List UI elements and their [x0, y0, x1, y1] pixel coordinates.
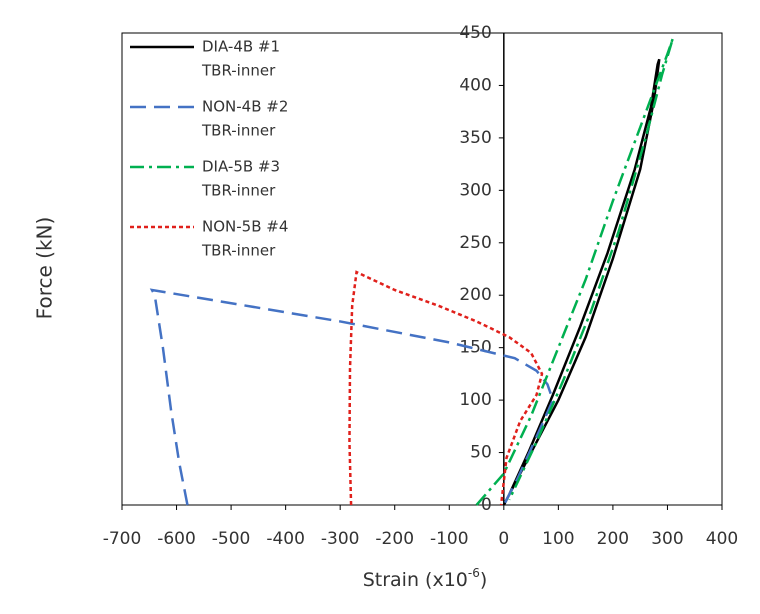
y-tick-label: 350 — [459, 128, 491, 148]
x-tick-label: -100 — [430, 529, 469, 549]
x-tick-label: -700 — [103, 529, 142, 549]
legend-sublabel: TBR-inner — [201, 62, 276, 80]
y-tick-label: 300 — [459, 180, 491, 200]
x-tick-label: 400 — [706, 529, 738, 549]
x-axis-label-tail: ) — [480, 569, 487, 591]
x-tick-label: -300 — [321, 529, 360, 549]
x-tick-label: 100 — [542, 529, 574, 549]
x-tick-label: -600 — [157, 529, 196, 549]
legend-label: DIA-5B #3 — [202, 158, 280, 176]
x-axis-label-sup: -6 — [468, 566, 480, 580]
y-tick-label: 0 — [481, 495, 492, 515]
legend-sublabel: TBR-inner — [201, 242, 276, 260]
legend-label: NON-5B #4 — [202, 218, 288, 236]
x-tick-label: -400 — [266, 529, 305, 549]
y-tick-label: 450 — [459, 23, 491, 43]
series-line — [475, 37, 675, 506]
x-tick-label: 300 — [651, 529, 683, 549]
legend-label: NON-4B #2 — [202, 98, 288, 116]
y-tick-label: 50 — [470, 443, 492, 463]
legend-sublabel: TBR-inner — [201, 182, 276, 200]
x-tick-label: -500 — [212, 529, 251, 549]
y-tick-label: 250 — [459, 233, 491, 253]
x-tick-label: 200 — [597, 529, 629, 549]
series-line — [348, 270, 544, 506]
x-tick-label: -200 — [375, 529, 414, 549]
y-tick-label: 100 — [459, 390, 491, 410]
y-tick-label: 200 — [459, 285, 491, 305]
series-line — [149, 288, 555, 506]
legend-label: DIA-4B #1 — [202, 38, 280, 56]
series-line — [502, 58, 661, 506]
y-tick-label: 400 — [459, 75, 491, 95]
x-axis-label: Strain (x10-6) — [363, 566, 488, 591]
legend-sublabel: TBR-inner — [201, 122, 276, 140]
y-axis-label: Force (kN) — [33, 217, 57, 320]
y-tick-label: 150 — [459, 338, 491, 358]
x-axis-label-text: Strain (x10 — [363, 569, 468, 591]
plot-border — [121, 32, 723, 506]
x-tick-label: 0 — [498, 529, 509, 549]
